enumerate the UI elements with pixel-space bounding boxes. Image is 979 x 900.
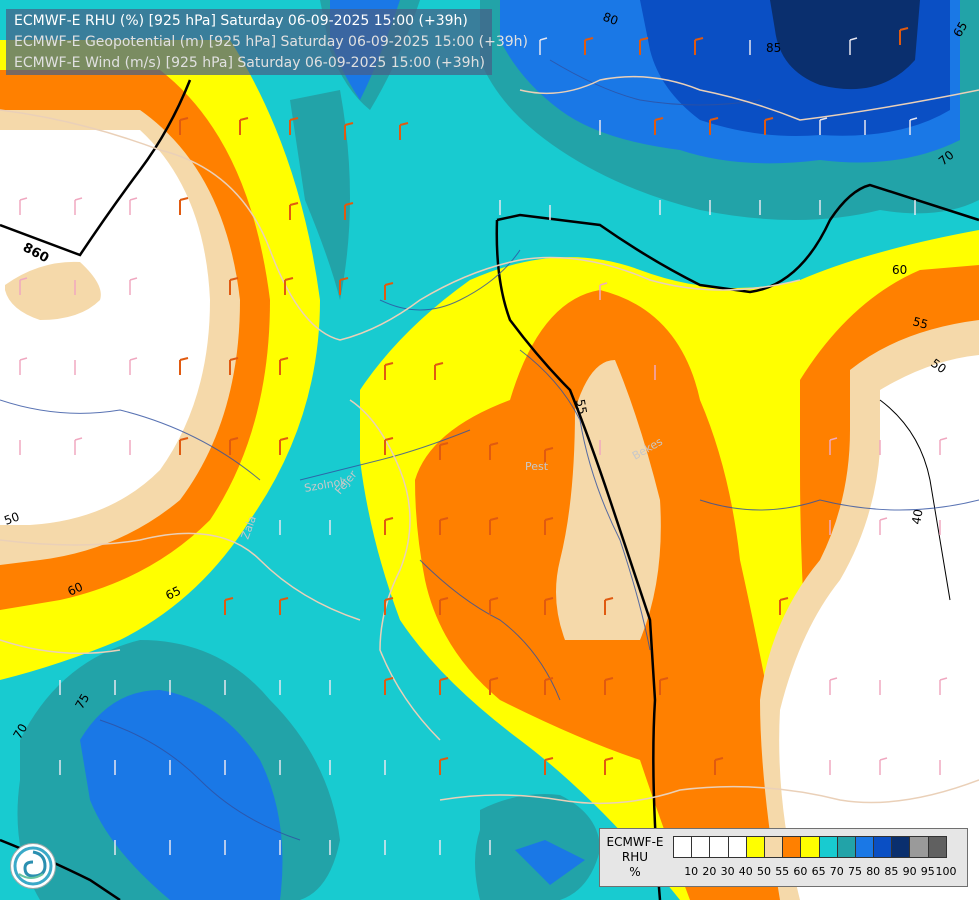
legend-tick-label: 85	[884, 865, 899, 878]
legend-tick-label: 75	[848, 865, 862, 878]
legend-swatch	[763, 836, 784, 858]
rhu-field-50-island	[5, 261, 101, 320]
borders	[0, 75, 979, 805]
legend-tick-label: 10	[684, 865, 699, 878]
rhu-label-65-ne: 65	[950, 19, 970, 39]
rhu-field-95	[770, 0, 920, 90]
legend-variable: RHU	[621, 850, 649, 864]
geopotential-label-80: 80	[601, 10, 620, 28]
swirl-icon	[13, 846, 53, 886]
map-title-box: ECMWF-E RHU (%) [925 hPa] Saturday 06-09…	[6, 9, 529, 75]
rhu-field-40-west	[0, 130, 210, 525]
legend-swatch	[673, 836, 693, 858]
legend-tick-label: 80	[866, 865, 881, 878]
legend-tick-label: 55	[775, 865, 790, 878]
rhu-label-55-c: 55	[573, 398, 589, 415]
wind-barbs-light	[59, 37, 918, 855]
geopotential-line	[0, 79, 192, 257]
rivers	[0, 59, 979, 841]
legend-tick-label: 50	[757, 865, 771, 878]
wind-barbs-pink	[19, 197, 948, 775]
rhu-label-70-sw: 70	[10, 721, 30, 741]
legend-swatches	[673, 836, 947, 859]
legend-tick-label: 95	[920, 865, 935, 878]
legend-ticks: 10 20 30 40 50 55 60 65 70 75 80 85 90 95 100	[673, 865, 969, 881]
title-geopotential: ECMWF-E Geopotential (m) [925 hPa] Satur…	[14, 34, 529, 50]
legend-tick-label: 70	[829, 865, 844, 878]
wind-barbs-orange	[179, 27, 909, 775]
title-rhu: ECMWF-E RHU (%) [925 hPa] Saturday 06-09…	[14, 13, 468, 29]
legend-label: ECMWF-E RHU %	[600, 829, 670, 886]
rhu-label-60-w: 60	[65, 580, 85, 599]
legend-swatch	[727, 836, 747, 858]
legend-swatch	[836, 836, 856, 858]
legend-swatch	[782, 836, 802, 858]
legend-unit: %	[629, 865, 641, 879]
place-label-pest: Pest	[525, 460, 549, 473]
rhu-label-60-e: 60	[892, 263, 907, 277]
rhu-label-65-w: 65	[163, 584, 183, 603]
legend-swatch	[709, 836, 729, 858]
rhu-label-75-sw: 75	[72, 691, 92, 711]
geopotential-label-85: 85	[766, 41, 781, 55]
rhu-field-80-sw	[80, 690, 283, 900]
legend-tick-label: 65	[811, 865, 826, 878]
legend-swatch	[873, 836, 893, 858]
legend-tick-label: 40	[738, 865, 753, 878]
rhu-field-75-center	[290, 90, 350, 300]
legend-tick-label: 60	[793, 865, 808, 878]
legend-swatch	[909, 836, 929, 858]
legend-swatch	[818, 836, 838, 858]
legend-swatch	[800, 836, 820, 858]
contour-outline	[879, 399, 951, 601]
legend-tick-label: 100	[935, 865, 957, 878]
legend-tick-label: 90	[902, 865, 917, 878]
legend-swatch	[854, 836, 875, 858]
title-wind: ECMWF-E Wind (m/s) [925 hPa] Saturday 06…	[14, 55, 485, 71]
rhu-field-40-east	[779, 355, 979, 900]
legend-swatch	[927, 836, 947, 858]
legend-model: ECMWF-E	[606, 835, 664, 849]
legend-tick-label: 30	[720, 865, 735, 878]
rhu-field-80-s	[515, 840, 585, 885]
geopotential-line	[495, 219, 662, 900]
rhu-label-50-w: 50	[2, 509, 21, 527]
color-legend: ECMWF-E RHU % 10 20 30 40 50 55 60 65 70 75 80 85 90…	[599, 828, 968, 887]
rhu-label-40-e: 40	[909, 508, 925, 525]
legend-swatch	[691, 836, 711, 858]
legend-tick-label: 20	[702, 865, 717, 878]
rhu-label-55-e: 55	[911, 314, 929, 331]
contour-labels: 860 80 85 65 70 60 55 50 40 50 60 65 70 …	[2, 10, 970, 742]
legend-swatch	[745, 836, 765, 858]
geopotential-line	[496, 183, 979, 294]
legend-swatch	[891, 836, 911, 858]
logo	[10, 843, 56, 889]
